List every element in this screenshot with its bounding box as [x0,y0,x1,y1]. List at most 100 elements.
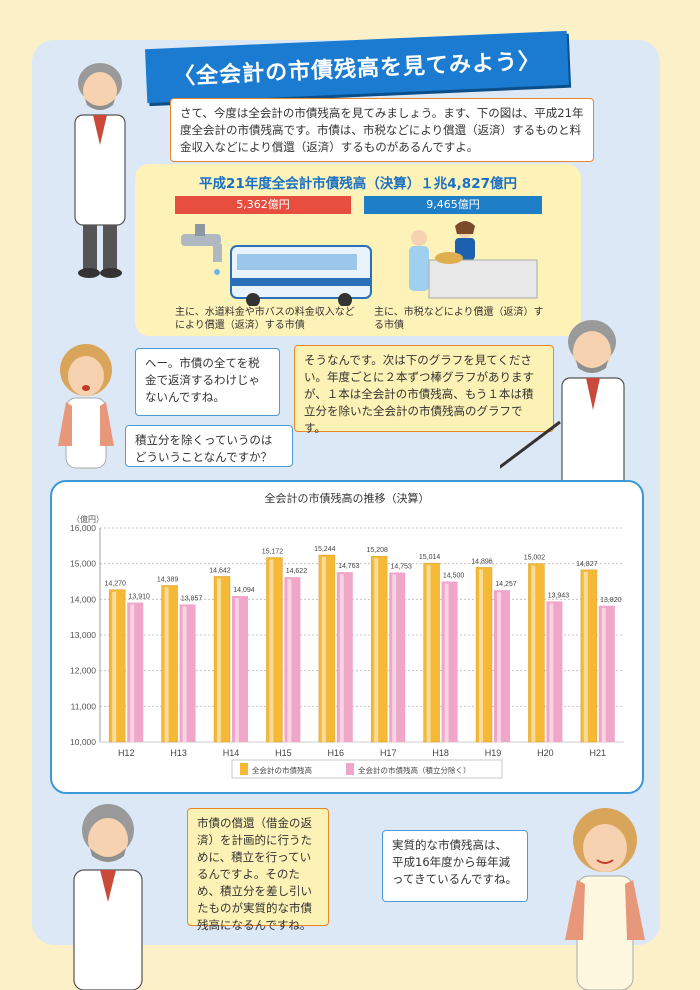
faucet-icon [181,224,222,275]
data-label: 14,763 [338,563,360,570]
right-caption: 主に、市税などにより償還（返済）する市債 [374,307,544,331]
bar-total [580,569,598,743]
x-tick-label: H21 [590,748,607,758]
y-tick-label: 15,000 [70,559,96,569]
data-label: 14,500 [443,573,465,580]
y-tick-label: 14,000 [70,594,96,604]
y-tick-label: 10,000 [70,737,96,747]
bar-highlight [321,556,326,742]
legend-label: 全会計の市債残高（積立分除く） [358,765,471,775]
x-tick-label: H12 [118,748,135,758]
chart-title: 全会計の市債残高の推移（決算） [264,492,430,505]
bar-excluding-reserves [232,595,248,742]
x-tick-label: H17 [380,748,397,758]
bar-highlight [497,592,501,742]
bar-highlight [130,604,135,742]
x-tick-label: H14 [223,748,240,758]
faucet-bus-illustration [181,224,372,306]
x-tick-label: H15 [275,748,292,758]
bar-highlight [339,574,344,742]
x-tick-label: H18 [432,748,449,758]
pointer-stick [500,420,561,469]
bar-highlight [235,597,239,742]
shop-counter-icon [409,221,538,299]
data-label: 15,208 [366,547,388,554]
woman-illustration [58,344,114,469]
bar-highlight [531,565,536,742]
x-tick-label: H19 [485,748,502,758]
data-label: 15,014 [419,554,441,561]
data-label: 15,172 [262,549,284,556]
woman-bubble-1: へー。市債の全てを税金で返済するわけじゃないんですね。 [135,348,280,416]
bar-highlight [583,571,588,742]
bar-total [266,557,283,743]
data-label: 14,827 [576,561,598,568]
bar-highlight [287,579,292,742]
bar-highlight [601,607,606,742]
legend-box [231,759,503,779]
data-label: 14,642 [209,567,231,574]
bar-total [161,585,178,743]
data-label: 14,389 [157,576,179,583]
legend-swatch [346,763,354,775]
bar-highlight [444,583,449,742]
bar-total [475,567,493,743]
data-label: 14,896 [471,558,493,565]
bar-highlight [479,569,483,742]
bar-excluding-reserves [284,577,301,742]
data-label: 14,094 [233,587,255,594]
left-caption: 主に、水道料金や市バスの料金収入などにより償還（返済）する市債 [175,307,355,331]
data-label: 14,753 [390,563,412,570]
professor-bubble-2: 市債の償還（借金の返済）を計画的に行うために、積立を行っているんですよ。そのため… [187,808,329,932]
x-tick-label: H20 [537,748,554,758]
legend-label: 全会計の市債残高 [252,765,312,775]
bar-highlight [112,591,117,742]
bar-total [370,555,388,743]
data-label: 15,244 [314,546,336,553]
summary-title: 平成21年度全会計市債残高（決算）１兆4,827億円 [199,176,517,192]
data-label: 13,910 [128,594,150,601]
data-label: 14,270 [104,581,126,588]
bar-total [423,562,440,743]
data-label: 13,820 [600,597,622,604]
y-tick-label: 16,000 [70,523,96,533]
x-tick-label: H16 [328,748,345,758]
data-label: 14,257 [495,581,517,588]
bar-highlight [374,558,379,742]
bar-excluding-reserves [179,604,196,742]
bus-icon [230,245,372,306]
bar-excluding-reserves [127,602,144,742]
y-tick-label: 12,000 [70,666,96,676]
right-amount-bar: 9,465億円 [364,196,542,214]
summary-box: 平成21年度全会計市債残高（決算）１兆4,827億円 5,362億円 9,465… [135,164,581,336]
bar-excluding-reserves [389,572,406,742]
professor-illustration-bottom [73,804,143,990]
data-label: 13,943 [548,592,570,599]
data-label: 13,857 [181,595,203,602]
woman-bubble-2: 積立分を除くっていうのはどういうことなんですか？ [125,425,293,467]
bar-total [528,563,545,743]
chart-panel: 全会計の市債残高の推移（決算） （億円） 10,000 11,000 12,000 13… [50,480,644,794]
bar-total [318,554,336,743]
y-axis-unit-label: （億円） [72,514,104,524]
y-tick-label: 13,000 [70,630,96,640]
woman-illustration-bottom [565,808,645,990]
bar-highlight [392,574,397,742]
bar-total [108,589,126,743]
data-label: 15,002 [524,555,546,562]
bar-highlight [217,578,221,742]
bar-highlight [269,559,274,742]
professor-bubble-1: そうなんです。次は下のグラフを見てください。年度ごとに２本ずつ棒グラフがあります… [294,345,554,435]
y-tick-label: 11,000 [71,701,97,711]
bar-excluding-reserves [441,581,458,742]
bar-highlight [549,603,554,742]
intro-bubble: さて、今度は全会計の市債残高を見てみましょう。ます、下の図は、平成21年度全会計… [170,98,594,162]
x-tick-label: H13 [170,748,187,758]
page-title-text: 〈全会計の市債残高を見てみよう〉 [172,48,542,91]
legend-swatch [240,763,248,775]
bar-excluding-reserves [598,605,615,742]
data-label: 14,622 [286,568,308,575]
bar-excluding-reserves [494,590,510,742]
bar-chart: （億円） 10,000 11,000 12,000 13,000 14,000 15,000… [70,514,624,779]
woman-bubble-3: 実質的な市債残高は、平成16年度から毎年減ってきているんですね。 [382,830,528,902]
